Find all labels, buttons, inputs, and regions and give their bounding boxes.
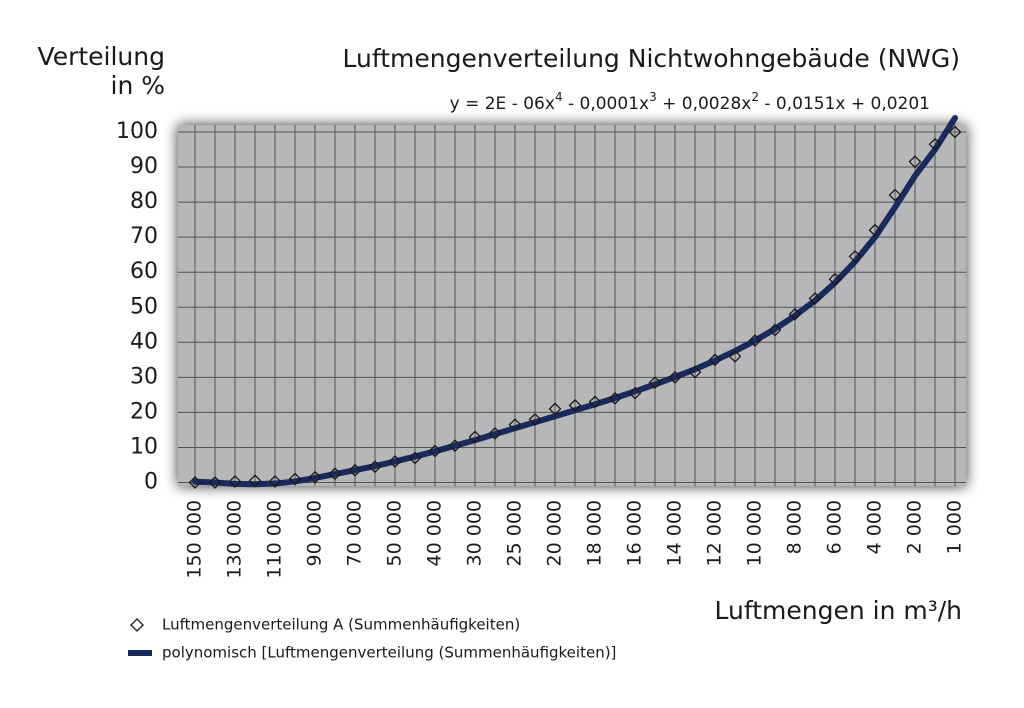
diamond-marker	[508, 418, 522, 432]
diamond-marker	[668, 370, 682, 384]
diamond-marker	[328, 467, 342, 481]
diamond-marker	[808, 292, 822, 305]
x-tick-label: 14 000	[664, 500, 686, 566]
diamond-marker	[688, 365, 702, 379]
diamond-marker	[448, 439, 462, 453]
diamond-marker	[288, 472, 302, 486]
x-tick-label: 110 000	[264, 500, 286, 579]
x-tick-label: 40 000	[424, 500, 446, 566]
y-tick-label: 0	[144, 469, 158, 494]
diamond-marker	[708, 353, 722, 367]
legend-marker	[130, 618, 144, 632]
equation-exponent: 2	[751, 90, 759, 104]
diamond-marker	[388, 455, 402, 468]
equation-exponent: 4	[555, 90, 563, 104]
diamond-marker	[188, 476, 202, 489]
x-tick-label: 50 000	[384, 500, 406, 566]
legend-label: Luftmengenverteilung A (Summenhäufigkeit…	[162, 616, 520, 634]
diamond-marker	[368, 460, 382, 474]
y-tick-label: 20	[130, 399, 158, 424]
equation-part: + 0,0028x	[657, 94, 752, 114]
equation-part: y = 2E - 06x	[450, 94, 555, 114]
x-tick-label: 20 000	[544, 500, 566, 566]
diamond-marker	[788, 307, 802, 321]
x-tick-label: 8 000	[784, 500, 806, 554]
diamond-marker	[268, 475, 282, 488]
diamond-marker	[828, 272, 842, 286]
y-tick-label: 90	[130, 154, 158, 179]
x-tick-label: 150 000	[184, 500, 206, 579]
diamond-marker	[308, 470, 322, 484]
diamond-marker	[608, 391, 622, 405]
y-axis-label: in %	[111, 71, 166, 100]
x-tick-label: 16 000	[624, 500, 646, 566]
diamond-marker	[548, 402, 562, 416]
equation-part: - 0,0151x + 0,0201	[759, 94, 930, 114]
diamond-marker	[768, 323, 782, 337]
diamond-marker	[728, 349, 742, 363]
legend-label: polynomisch [Luftmengenverteilung (Summe…	[162, 644, 616, 662]
diamond-marker	[948, 125, 962, 139]
diamond-marker	[568, 398, 582, 412]
diamond-marker	[588, 395, 602, 409]
x-tick-label: 1 000	[944, 500, 966, 554]
plot-area	[178, 125, 966, 486]
diamond-marker	[248, 474, 262, 488]
diamond-marker	[348, 463, 362, 477]
chart-title: Luftmengenverteilung Nichtwohngebäude (N…	[343, 44, 960, 73]
equation: y = 2E - 06x4 - 0,0001x3 + 0,0028x2 - 0,…	[450, 90, 930, 115]
x-tick-label: 12 000	[704, 500, 726, 566]
x-tick-label: 4 000	[864, 500, 886, 554]
x-tick-label: 90 000	[304, 500, 326, 566]
y-tick-label: 10	[130, 434, 158, 459]
x-tick-label: 18 000	[584, 500, 606, 566]
x-tick-label: 2 000	[904, 500, 926, 554]
diamond-marker	[468, 430, 482, 444]
diamond-marker	[628, 386, 642, 400]
y-tick-label: 80	[130, 189, 158, 214]
x-tick-label: 70 000	[344, 500, 366, 566]
x-tick-label: 130 000	[224, 500, 246, 579]
equation-part: - 0,0001x	[563, 94, 650, 114]
diamond-marker	[868, 223, 882, 237]
diamond-marker	[848, 250, 862, 263]
x-tick-label: 6 000	[824, 500, 846, 554]
x-tick-label: 10 000	[744, 500, 766, 566]
diamond-marker	[908, 155, 922, 169]
x-tick-label: 30 000	[464, 500, 486, 566]
y-tick-label: 30	[130, 364, 158, 389]
diamond-marker	[748, 334, 762, 347]
diamond-marker	[928, 137, 942, 151]
x-axis-label: Luftmengen in m³/h	[715, 596, 963, 625]
diamond-marker	[428, 444, 442, 458]
diamond-marker	[208, 476, 222, 489]
diamond-marker	[528, 412, 542, 426]
x-tick-label: 25 000	[504, 500, 526, 566]
y-tick-label: 100	[116, 119, 158, 144]
y-axis-label: Verteilung	[38, 42, 165, 71]
y-tick-label: 40	[130, 329, 158, 354]
diamond-marker	[228, 475, 242, 488]
diamond-marker	[488, 427, 502, 440]
diamond-marker	[408, 451, 422, 465]
y-tick-label: 50	[130, 294, 158, 319]
diamond-marker	[648, 376, 662, 390]
y-tick-label: 60	[130, 259, 158, 284]
y-tick-label: 70	[130, 224, 158, 249]
equation-exponent: 3	[649, 90, 657, 104]
diamond-marker	[888, 188, 902, 202]
